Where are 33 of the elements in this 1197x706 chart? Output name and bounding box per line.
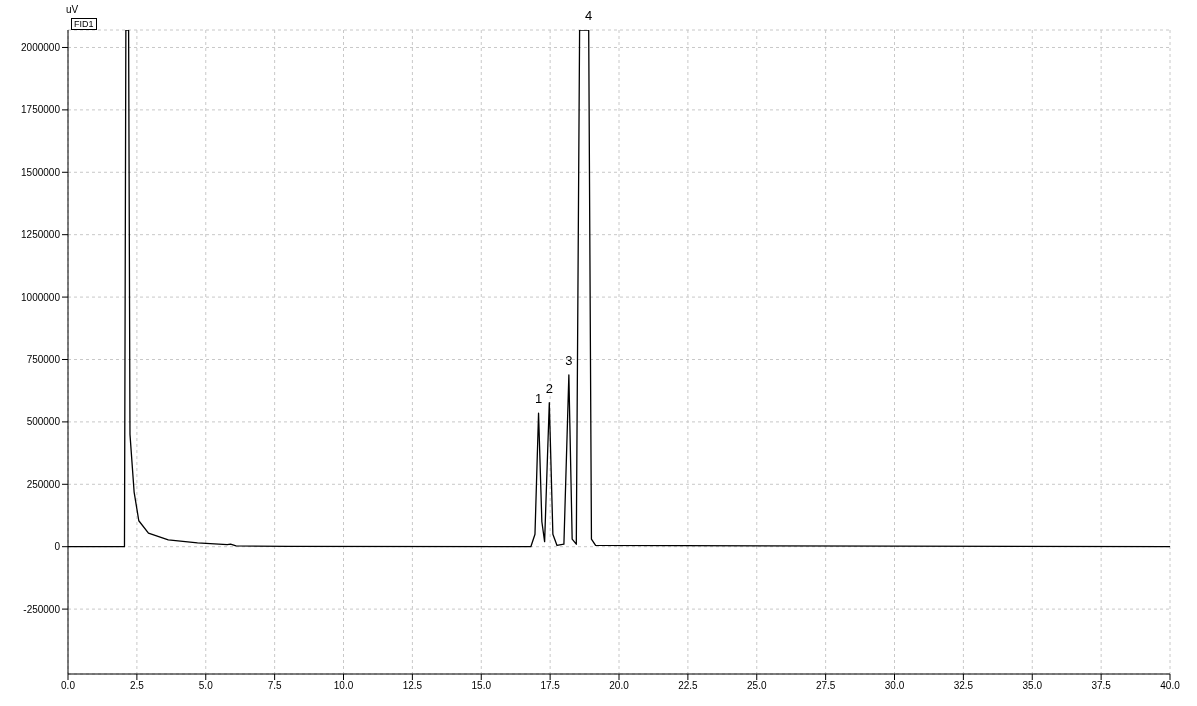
- x-tick-label: 27.5: [815, 680, 836, 692]
- x-tick-label: 30.0: [884, 680, 905, 692]
- y-tick-label: 1000000: [21, 291, 61, 303]
- y-tick-label: 250000: [26, 478, 61, 490]
- x-tick-label: 5.0: [198, 680, 214, 692]
- annotation: 2: [545, 380, 553, 396]
- x-tick-label: 40.0: [1160, 680, 1181, 692]
- x-tick-label: 37.5: [1091, 680, 1112, 692]
- x-tick-label: 35.0: [1022, 680, 1043, 692]
- y-tick-label: 1750000: [21, 104, 61, 116]
- y-tick-label: 500000: [26, 416, 61, 428]
- y-tick-label: -250000: [23, 603, 61, 615]
- x-tick-label: 12.5: [402, 680, 423, 692]
- x-tick-label: 32.5: [953, 680, 974, 692]
- x-tick-label: 10.0: [333, 680, 354, 692]
- x-tick-label: 2.5: [129, 680, 145, 692]
- y-tick-label: 1500000: [21, 166, 61, 178]
- annotation: 3: [565, 352, 573, 368]
- y-tick-label: 1250000: [21, 229, 61, 241]
- annotation: 4: [585, 8, 593, 23]
- x-tick-label: 22.5: [678, 680, 699, 692]
- y-axis-title: uV: [66, 4, 79, 15]
- x-tick-label: 17.5: [540, 680, 561, 692]
- y-tick-label: 2000000: [21, 42, 61, 54]
- x-tick-label: 15.0: [471, 680, 492, 692]
- x-tick-label: 20.0: [609, 680, 630, 692]
- y-tick-label: 750000: [26, 354, 61, 366]
- x-tick-label: 7.5: [267, 680, 283, 692]
- x-tick-label: 25.0: [747, 680, 767, 692]
- x-tick-label: 0.0: [61, 680, 76, 692]
- annotation: 1: [534, 391, 543, 407]
- y-tick-label: 0: [54, 541, 61, 553]
- text: FID1: [71, 18, 97, 30]
